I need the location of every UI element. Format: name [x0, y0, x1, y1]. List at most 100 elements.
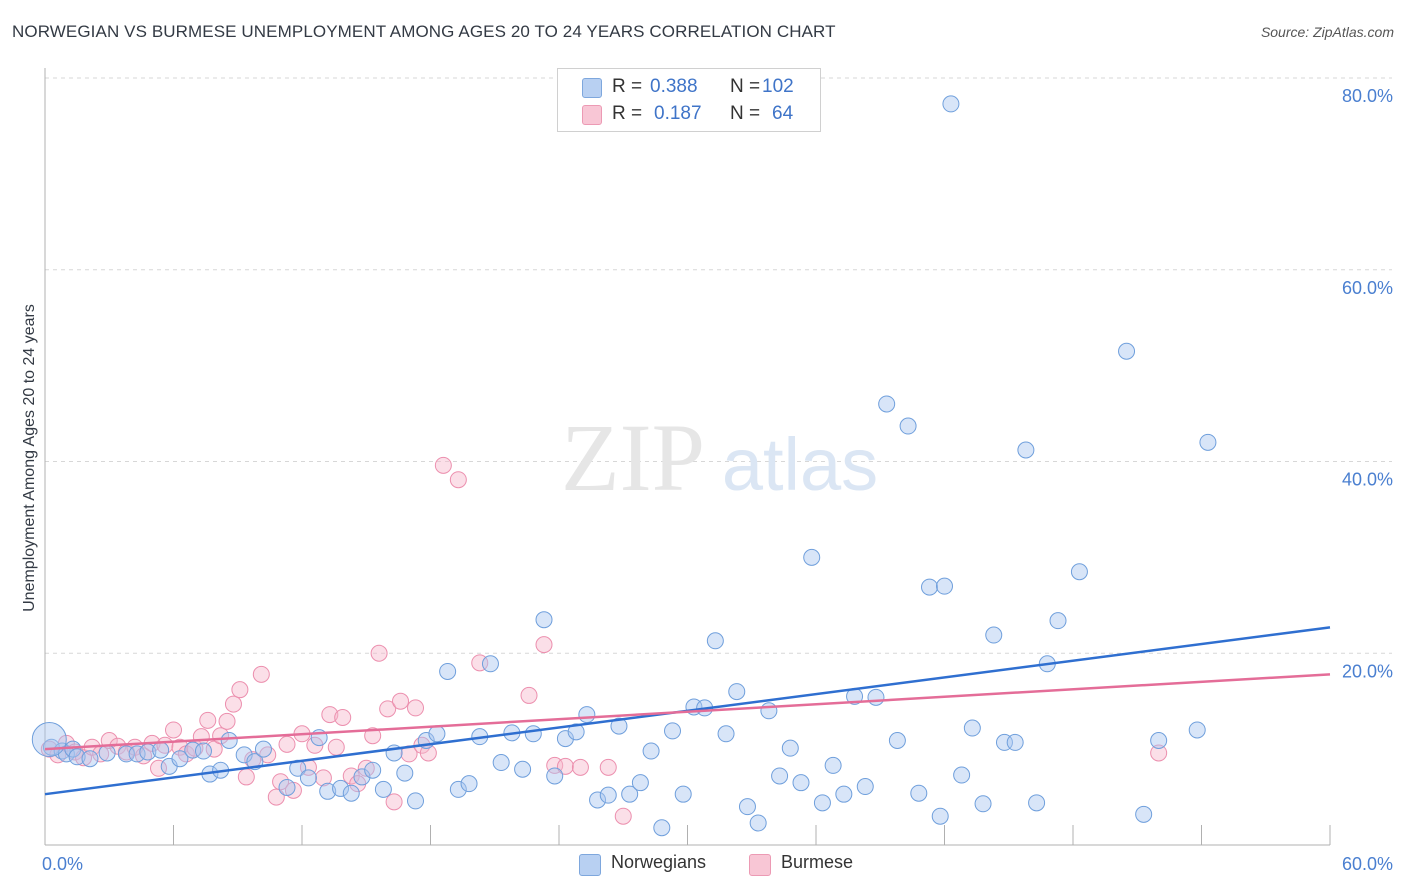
burmese-point [556, 757, 574, 775]
burmese-point [314, 769, 332, 787]
norwegians-swatch [582, 78, 602, 98]
burmese-point [1150, 744, 1168, 762]
norwegian-point [888, 731, 906, 749]
norwegian-point [1017, 441, 1035, 459]
norwegian-point [835, 785, 853, 803]
tick-labels: 20.0% 40.0% 60.0% 80.0% 0.0% 60.0% [42, 86, 1393, 874]
burmese-point [171, 738, 189, 756]
n-value-norwegians: 102 [762, 76, 794, 97]
norwegian-point [621, 785, 639, 803]
norwegian-point [1135, 805, 1153, 823]
norwegian-point [642, 742, 660, 760]
legend-label-norwegians: Norwegians [611, 852, 707, 872]
norwegian-point [128, 745, 146, 763]
correlation-legend: R = 0.388 N = 102 R = 0.187 N = 64 [557, 68, 821, 132]
burmese-point [327, 738, 345, 756]
norwegian-point [963, 719, 981, 737]
norwegian-point [428, 725, 446, 743]
norwegian-point [1006, 733, 1024, 751]
source-credit: Source: ZipAtlas.com [1260, 24, 1394, 40]
burmese-point [379, 700, 397, 718]
norwegian-point [674, 785, 692, 803]
norwegian-point [921, 578, 939, 596]
norwegian-point [235, 746, 253, 764]
burmese-point [165, 721, 182, 739]
norwegian-point [460, 775, 478, 793]
burmese-point [199, 711, 217, 729]
norwegian-point [68, 748, 86, 766]
burmese-swatch [582, 105, 602, 125]
norwegian-point [556, 730, 574, 748]
x-tick-label: 0.0% [42, 854, 83, 874]
norwegian-point [254, 740, 272, 758]
norwegian-point [813, 794, 831, 812]
burmese-point [614, 807, 632, 825]
norwegian-point [407, 792, 425, 810]
burmese-point [150, 759, 168, 777]
burmese-point [392, 692, 410, 710]
norwegian-point [760, 702, 778, 720]
norwegian-point [1049, 612, 1067, 630]
norwegian-point [1118, 342, 1136, 360]
norwegian-point [1028, 794, 1046, 812]
norwegian-point [81, 750, 99, 768]
norwegian-point [738, 798, 756, 816]
y-tick-label: 20.0% [1342, 661, 1393, 681]
n-label: N = [730, 76, 761, 97]
norwegian-point [220, 731, 238, 749]
burmese-point [252, 665, 270, 683]
norwegian-point [535, 611, 553, 629]
norwegian-point [278, 778, 296, 796]
norwegian-point [364, 761, 382, 779]
burmese-point [278, 735, 296, 753]
burmese-legend-swatch [749, 854, 771, 876]
gridlines [45, 77, 1392, 654]
norwegian-point [1199, 433, 1217, 451]
norwegian-point [631, 774, 649, 792]
norwegian-point [706, 632, 724, 650]
norwegian-point [481, 655, 499, 673]
burmese-point [370, 644, 388, 662]
norwegian-point [439, 662, 457, 680]
norwegian-point [985, 626, 1003, 644]
burmese-point [231, 681, 249, 699]
chart-title: NORWEGIAN VS BURMESE UNEMPLOYMENT AMONG … [12, 22, 836, 41]
burmese-point [385, 793, 403, 811]
trend-lines [44, 626, 1331, 796]
norwegian-point [781, 739, 799, 757]
norwegian-point [610, 717, 628, 735]
norwegian-point [910, 784, 928, 802]
burmese-point [449, 471, 467, 489]
norwegian-point [546, 767, 564, 785]
burmese-point [520, 686, 538, 704]
norwegian-point [171, 750, 189, 768]
burmese-points [40, 456, 1168, 825]
norwegian-point [856, 778, 874, 796]
norwegian-point [771, 767, 789, 785]
r-label: R = [612, 103, 643, 124]
legend-label-burmese: Burmese [781, 852, 854, 872]
r-value-burmese: 0.187 [654, 103, 702, 124]
axes [44, 68, 1331, 846]
norwegian-point [396, 764, 414, 782]
norwegians-legend-swatch [579, 854, 601, 876]
norwegian-point [567, 723, 585, 741]
norwegian-point [1188, 721, 1206, 739]
norwegian-point [332, 779, 350, 797]
burmese-point [364, 727, 382, 745]
norwegian-point [717, 725, 735, 743]
burmese-point [306, 736, 324, 754]
norwegian-point [803, 548, 821, 566]
norwegian-point [792, 774, 810, 792]
norwegian-point [319, 782, 337, 800]
burmese-point [334, 708, 352, 726]
x-tick-label: 60.0% [1342, 854, 1393, 874]
burmese-point [224, 695, 242, 713]
norwegian-point [728, 683, 746, 701]
norwegian-point [936, 577, 953, 595]
norwegian-points [31, 95, 1217, 837]
norwegian-point [353, 768, 371, 786]
norwegian-point [449, 780, 467, 798]
norwegian-point [878, 395, 896, 413]
